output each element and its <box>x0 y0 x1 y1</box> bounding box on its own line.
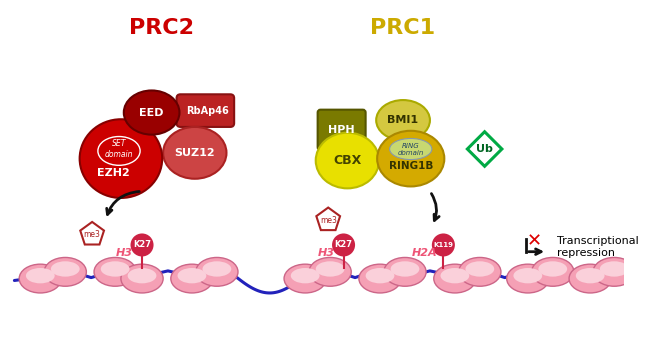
Text: RING1B: RING1B <box>389 161 433 171</box>
Text: BMI1: BMI1 <box>387 115 419 125</box>
Ellipse shape <box>538 261 567 277</box>
Polygon shape <box>467 132 502 166</box>
Ellipse shape <box>316 133 379 188</box>
Ellipse shape <box>514 268 542 283</box>
Text: K119: K119 <box>434 242 453 248</box>
Ellipse shape <box>177 268 206 283</box>
Text: PRC1: PRC1 <box>370 18 436 38</box>
Ellipse shape <box>569 264 611 293</box>
Text: SET
domain: SET domain <box>105 139 133 159</box>
Text: me3: me3 <box>320 216 337 225</box>
Ellipse shape <box>284 264 326 293</box>
Ellipse shape <box>593 257 635 286</box>
Ellipse shape <box>377 131 445 186</box>
Ellipse shape <box>576 268 604 283</box>
Text: me3: me3 <box>84 230 101 239</box>
Text: EED: EED <box>139 108 164 118</box>
Ellipse shape <box>44 257 86 286</box>
Text: SUZ12: SUZ12 <box>174 148 215 158</box>
Ellipse shape <box>391 261 419 277</box>
Ellipse shape <box>101 261 129 277</box>
Circle shape <box>131 234 153 256</box>
Circle shape <box>332 234 355 256</box>
Ellipse shape <box>359 264 401 293</box>
Ellipse shape <box>434 264 476 293</box>
Circle shape <box>432 234 455 256</box>
Text: H3: H3 <box>318 248 335 258</box>
Ellipse shape <box>124 90 179 135</box>
Text: K27: K27 <box>133 240 151 249</box>
Text: Transcriptional
repression: Transcriptional repression <box>556 236 638 258</box>
Ellipse shape <box>127 268 157 283</box>
Text: CBX: CBX <box>333 154 361 167</box>
Ellipse shape <box>532 257 574 286</box>
Ellipse shape <box>203 261 231 277</box>
Text: Ub: Ub <box>476 144 493 154</box>
Ellipse shape <box>507 264 549 293</box>
Ellipse shape <box>20 264 61 293</box>
Text: PRC2: PRC2 <box>129 18 194 38</box>
Text: H3: H3 <box>116 248 133 258</box>
Ellipse shape <box>465 261 494 277</box>
Ellipse shape <box>121 264 163 293</box>
Ellipse shape <box>196 257 238 286</box>
Text: EZH2: EZH2 <box>97 168 129 178</box>
Ellipse shape <box>309 257 351 286</box>
Text: ✕: ✕ <box>527 232 542 250</box>
Ellipse shape <box>291 268 320 283</box>
FancyBboxPatch shape <box>318 110 366 150</box>
Text: HPH: HPH <box>328 125 355 135</box>
Ellipse shape <box>459 257 501 286</box>
Ellipse shape <box>376 100 430 140</box>
Text: RbAp46: RbAp46 <box>186 106 229 116</box>
Ellipse shape <box>441 268 469 283</box>
Ellipse shape <box>171 264 213 293</box>
Ellipse shape <box>163 127 226 179</box>
Ellipse shape <box>94 257 136 286</box>
Ellipse shape <box>600 261 629 277</box>
Ellipse shape <box>26 268 55 283</box>
Ellipse shape <box>389 138 432 160</box>
Text: RING
domain: RING domain <box>398 143 424 155</box>
Text: K27: K27 <box>335 240 352 249</box>
FancyBboxPatch shape <box>177 94 234 127</box>
Ellipse shape <box>80 119 162 198</box>
Ellipse shape <box>384 257 426 286</box>
Ellipse shape <box>366 268 395 283</box>
Ellipse shape <box>51 261 80 277</box>
Text: H2A: H2A <box>411 248 437 258</box>
Ellipse shape <box>316 261 344 277</box>
